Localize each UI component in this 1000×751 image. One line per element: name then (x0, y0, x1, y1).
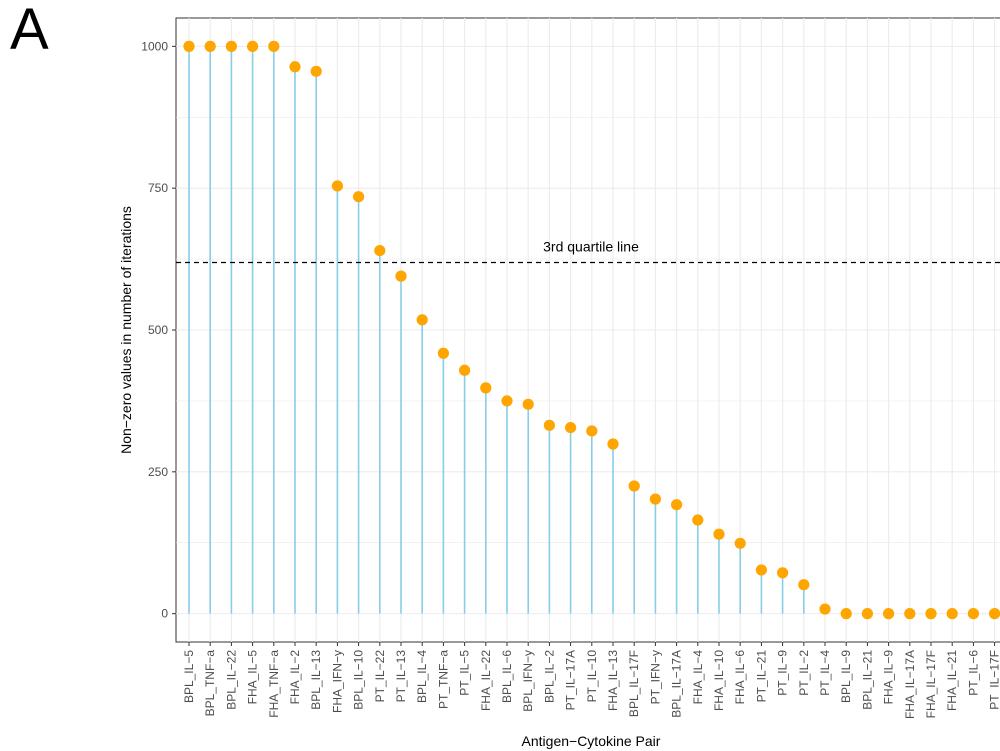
x-tick-label: FHA_IFN−y (330, 650, 344, 713)
data-point (501, 395, 513, 407)
x-tick-label: PT_IL−13 (394, 650, 408, 703)
y-axis-title: Non−zero values in number of iterations (118, 206, 134, 454)
x-tick-label: FHA_IL−6 (733, 650, 747, 705)
data-point (777, 567, 789, 579)
data-point (331, 180, 343, 192)
x-tick-label: PT_IL−6 (966, 650, 980, 696)
x-tick-label: FHA_IL−10 (712, 650, 726, 711)
data-point (565, 421, 577, 434)
data-point (480, 382, 492, 394)
data-point (607, 438, 619, 450)
x-tick-label: BPL_IL−13 (309, 650, 323, 710)
data-point (459, 364, 471, 376)
y-axis-ticks: 0 250 500 750 1000 (141, 39, 176, 621)
x-tick-label: BPL_IL−6 (500, 650, 514, 703)
x-tick-label: BPL_IL−21 (860, 650, 874, 710)
data-point (522, 398, 534, 410)
x-tick-label: PT_IL−9 (776, 650, 790, 696)
x-tick-label: BPL_IL−22 (224, 650, 238, 710)
x-tick-label: BPL_IL−2 (542, 650, 556, 703)
x-tick-label: BPL_TNF−a (203, 650, 217, 717)
x-tick-label: FHA_IL−4 (691, 650, 705, 705)
x-tick-label: PT_IL−17F (988, 650, 1000, 710)
x-axis-ticks: BPL_IL−5 BPL_TNF−a BPL_IL−22 FHA_IL−5 FHA_TN… (182, 642, 1000, 719)
x-tick-label: PT_IL−5 (458, 650, 472, 696)
data-point (395, 270, 407, 282)
data-point (861, 608, 874, 620)
x-tick-label: PT_IL−2 (797, 650, 811, 696)
x-tick-label: BPL_IL−17F (627, 650, 641, 717)
stems (188, 46, 826, 614)
x-tick-label: PT_TNF−a (436, 650, 450, 709)
data-point (543, 419, 556, 431)
x-tick-label: BPL_IL−10 (352, 650, 366, 710)
data-point (437, 347, 449, 359)
data-point (819, 603, 831, 615)
data-point (374, 244, 386, 257)
data-point (755, 564, 768, 576)
y-tick-label: 500 (148, 323, 168, 337)
data-point (967, 608, 980, 620)
x-tick-label: PT_IL−21 (754, 650, 768, 703)
data-point (353, 191, 365, 203)
data-point (671, 499, 683, 511)
x-tick-label: FHA_IL−9 (882, 650, 896, 705)
third-quartile-label: 3rd quartile line (543, 238, 639, 254)
data-point (183, 40, 195, 52)
data-point (692, 514, 704, 526)
data-point (883, 608, 895, 620)
x-tick-label: FHA_IL−2 (288, 650, 302, 705)
x-tick-label: PT_IL−17A (564, 650, 578, 710)
data-point (310, 65, 322, 77)
x-axis-title: Antigen−Cytokine Pair (522, 733, 661, 749)
grid-lines (176, 18, 1000, 642)
x-tick-label: FHA_IL−5 (246, 650, 260, 705)
panel-label: A (10, 0, 49, 62)
data-point (268, 40, 280, 52)
x-tick-label: PT_IL−22 (373, 650, 387, 703)
data-point (225, 40, 237, 52)
data-point (713, 528, 725, 540)
x-tick-label: FHA_IL−22 (479, 650, 493, 711)
x-tick-label: FHA_IL−17A (903, 650, 917, 719)
data-point (925, 608, 937, 620)
data-point (904, 608, 916, 620)
data-point (798, 579, 810, 591)
data-point (204, 40, 216, 52)
data-point (649, 493, 662, 505)
x-tick-label: BPL_IL−4 (415, 650, 429, 703)
y-tick-label: 0 (161, 607, 168, 621)
x-tick-label: BPL_IL−9 (839, 650, 853, 703)
x-tick-label: FHA_IL−17F (924, 650, 938, 718)
data-point (840, 608, 852, 620)
data-point (586, 425, 598, 437)
y-tick-label: 250 (148, 465, 168, 479)
x-tick-label: FHA_IL−21 (945, 650, 959, 711)
y-tick-label: 1000 (141, 39, 168, 53)
reference-line-group: 3rd quartile line (176, 238, 1000, 264)
data-point (289, 61, 301, 73)
x-tick-label: BPL_IFN−y (521, 650, 535, 712)
x-tick-label: PT_IL−10 (585, 650, 599, 703)
points (183, 40, 1000, 620)
x-tick-label: FHA_TNF−a (267, 650, 281, 718)
y-tick-label: 750 (148, 181, 168, 195)
data-point (247, 40, 259, 52)
data-point (946, 608, 958, 620)
x-tick-label: BPL_IL−5 (182, 650, 196, 703)
data-point (416, 314, 428, 326)
x-tick-label: PT_IL−4 (818, 650, 832, 696)
x-tick-label: BPL_IL−17A (670, 650, 684, 718)
data-point (989, 608, 1000, 620)
x-tick-label: PT_IFN−y (648, 650, 662, 704)
data-point (628, 480, 640, 492)
data-point (734, 537, 746, 549)
x-tick-label: FHA_IL−13 (606, 650, 620, 711)
